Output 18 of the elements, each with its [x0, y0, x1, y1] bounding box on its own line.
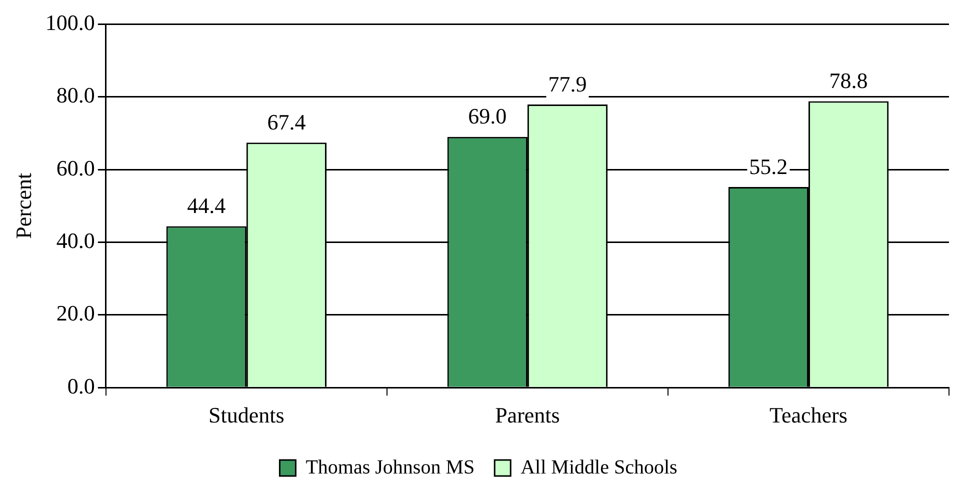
data-label: 44.4 — [187, 193, 226, 218]
y-tick-label: 0.0 — [67, 373, 95, 398]
data-label: 78.8 — [829, 68, 868, 94]
y-axis-title: Percent — [10, 172, 36, 239]
y-tick-label: 60.0 — [56, 155, 95, 180]
legend-label: Thomas Johnson MS — [306, 456, 475, 478]
legend-label: All Middle Schools — [520, 456, 678, 478]
y-tick-label: 20.0 — [56, 300, 95, 326]
x-tick-label: Teachers — [770, 402, 848, 428]
data-label: 69.0 — [468, 104, 507, 129]
x-tick-label: Students — [208, 402, 284, 428]
data-label: 77.9 — [548, 71, 587, 96]
data-label: 67.4 — [267, 109, 306, 134]
y-tick-label: 40.0 — [56, 228, 95, 254]
y-tick-label: 100.0 — [45, 10, 95, 35]
y-tick-label: 80.0 — [56, 82, 95, 108]
data-label: 55.2 — [749, 154, 788, 179]
x-tick-label: Parents — [495, 402, 560, 428]
